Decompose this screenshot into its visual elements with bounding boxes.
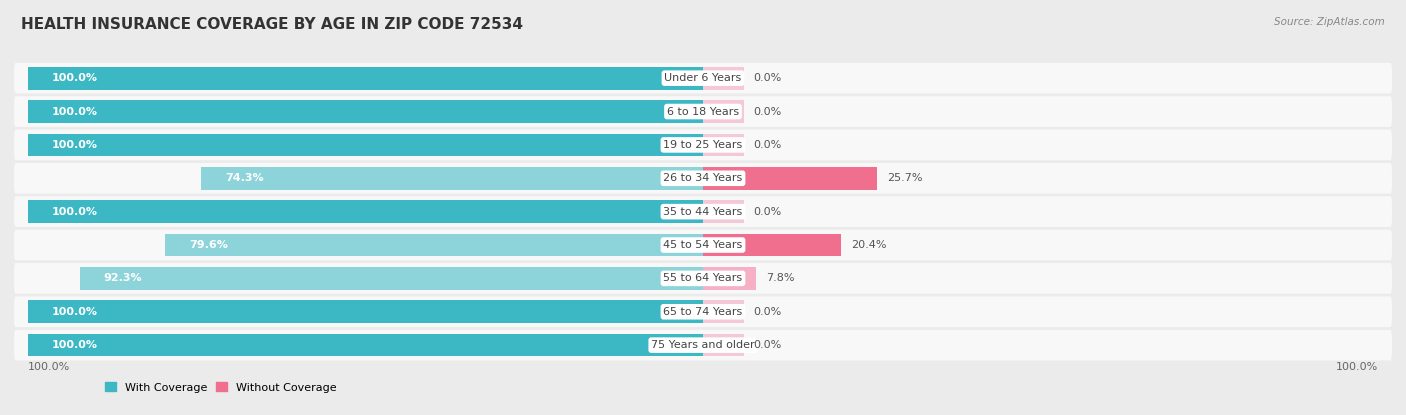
Bar [703,67,744,90]
Bar [201,167,703,190]
Text: 100.0%: 100.0% [51,207,97,217]
FancyBboxPatch shape [14,129,1392,160]
Text: 0.0%: 0.0% [754,140,782,150]
FancyBboxPatch shape [14,229,1392,260]
FancyBboxPatch shape [14,163,1392,194]
Bar [703,134,744,156]
Bar [28,67,703,90]
Text: HEALTH INSURANCE COVERAGE BY AGE IN ZIP CODE 72534: HEALTH INSURANCE COVERAGE BY AGE IN ZIP … [21,17,523,32]
Text: 75 Years and older: 75 Years and older [651,340,755,350]
Bar [28,100,703,123]
Text: 65 to 74 Years: 65 to 74 Years [664,307,742,317]
Text: 25.7%: 25.7% [887,173,922,183]
Text: 0.0%: 0.0% [754,340,782,350]
Text: 92.3%: 92.3% [103,273,142,283]
FancyBboxPatch shape [14,196,1392,227]
Text: 100.0%: 100.0% [1336,362,1378,373]
Text: 0.0%: 0.0% [754,307,782,317]
Text: 100.0%: 100.0% [28,362,70,373]
Text: 74.3%: 74.3% [225,173,263,183]
Text: Under 6 Years: Under 6 Years [665,73,741,83]
Text: 79.6%: 79.6% [188,240,228,250]
Text: 100.0%: 100.0% [51,107,97,117]
Bar [703,200,744,223]
Bar [28,334,703,356]
Bar [28,200,703,223]
Text: 45 to 54 Years: 45 to 54 Years [664,240,742,250]
FancyBboxPatch shape [14,96,1392,127]
Text: 100.0%: 100.0% [51,307,97,317]
Text: 55 to 64 Years: 55 to 64 Years [664,273,742,283]
Text: 26 to 34 Years: 26 to 34 Years [664,173,742,183]
Text: 100.0%: 100.0% [51,340,97,350]
Text: Source: ZipAtlas.com: Source: ZipAtlas.com [1274,17,1385,27]
Bar [28,134,703,156]
Text: 6 to 18 Years: 6 to 18 Years [666,107,740,117]
Bar [703,234,841,256]
FancyBboxPatch shape [14,330,1392,361]
Text: 7.8%: 7.8% [766,273,794,283]
Bar [703,267,755,290]
Text: 0.0%: 0.0% [754,207,782,217]
Text: 20.4%: 20.4% [851,240,886,250]
Legend: With Coverage, Without Coverage: With Coverage, Without Coverage [100,378,342,397]
FancyBboxPatch shape [14,63,1392,93]
Bar [703,100,744,123]
Text: 35 to 44 Years: 35 to 44 Years [664,207,742,217]
Bar [703,167,876,190]
Bar [28,300,703,323]
Text: 0.0%: 0.0% [754,73,782,83]
Bar [80,267,703,290]
FancyBboxPatch shape [14,263,1392,294]
Text: 19 to 25 Years: 19 to 25 Years [664,140,742,150]
Bar [166,234,703,256]
Text: 100.0%: 100.0% [51,73,97,83]
FancyBboxPatch shape [14,296,1392,327]
Text: 0.0%: 0.0% [754,107,782,117]
Bar [703,334,744,356]
Bar [703,300,744,323]
Text: 100.0%: 100.0% [51,140,97,150]
